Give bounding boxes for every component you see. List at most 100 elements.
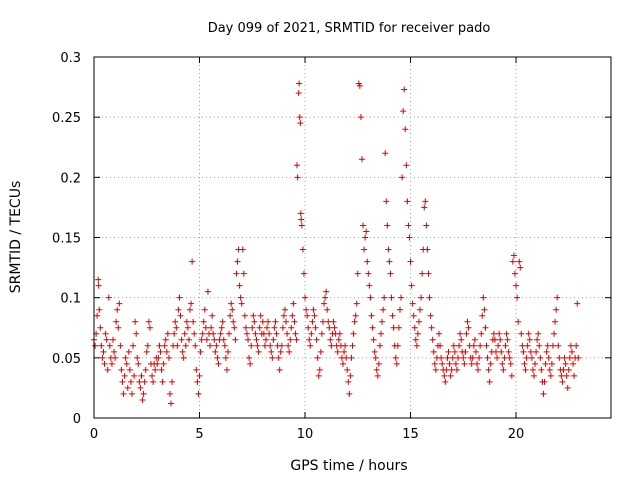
data-point [125,348,132,355]
data-point [403,162,410,169]
data-point [474,360,481,367]
data-point [311,312,318,319]
data-point [312,324,319,331]
data-point [294,174,301,181]
data-point [451,348,458,355]
data-point [185,336,192,343]
data-point [226,330,233,337]
data-point [438,354,445,361]
data-point [198,336,205,343]
data-point [381,294,388,301]
data-point [241,312,248,319]
data-point [256,324,263,331]
data-point [105,294,112,301]
data-point [97,324,104,331]
data-point [507,360,514,367]
data-point [436,330,443,337]
data-point [204,288,211,295]
data-point [232,336,239,343]
data-point [552,318,559,325]
data-point [468,360,475,367]
data-point [530,372,537,379]
data-point [562,360,569,367]
data-point [212,348,219,355]
data-point [306,336,313,343]
data-point [457,330,464,337]
data-point [260,330,267,337]
data-point [336,330,343,337]
data-point [419,270,426,277]
data-point [407,258,414,265]
data-point [458,336,465,343]
data-point [450,342,457,349]
data-point [330,318,337,325]
data-point [405,222,412,229]
data-point [122,354,129,361]
data-point [255,348,262,355]
data-point [250,312,257,319]
data-point [245,336,252,343]
data-point [136,378,143,385]
data-point [324,306,331,313]
data-point [344,366,351,373]
data-point [409,300,416,307]
data-point [184,324,191,331]
data-point [532,360,539,367]
data-point [242,324,249,331]
data-point [183,318,190,325]
data-point [351,318,358,325]
data-point [249,324,256,331]
data-point [362,234,369,241]
data-point [146,324,153,331]
data-point [406,234,413,241]
data-point [247,360,254,367]
data-point [172,318,179,325]
data-point [410,312,417,319]
data-point [480,294,487,301]
data-point [502,342,509,349]
data-point [141,378,148,385]
data-point [131,372,138,379]
data-point [326,324,333,331]
data-point [233,270,240,277]
data-point [464,318,471,325]
data-point [201,306,208,313]
data-point [190,318,197,325]
data-point [234,258,241,265]
data-point [165,354,172,361]
data-point [400,108,407,115]
data-point [427,312,434,319]
data-point [380,306,387,313]
data-point [231,324,238,331]
data-point [117,342,124,349]
data-point [546,366,553,373]
data-point [389,312,396,319]
data-point [375,360,382,367]
data-point [446,360,453,367]
data-point [95,282,102,289]
data-point [218,324,225,331]
data-point [371,348,378,355]
data-point [415,318,422,325]
x-axis-label: GPS time / hours [290,458,407,474]
data-point [491,336,498,343]
data-point [102,330,109,337]
data-point [422,198,429,205]
data-point [319,318,326,325]
data-point [421,204,428,211]
data-point [514,294,521,301]
data-point [325,318,332,325]
data-point [124,384,131,391]
data-point [299,246,306,253]
data-point [195,390,202,397]
data-point [123,360,130,367]
y-axis-label: SRMTID / TECUs [8,181,24,294]
data-point [318,330,325,337]
data-point [291,318,298,325]
data-point [316,366,323,373]
data-point [573,342,580,349]
data-point [178,336,185,343]
data-point [479,312,486,319]
data-point [482,324,489,331]
data-point [283,318,290,325]
